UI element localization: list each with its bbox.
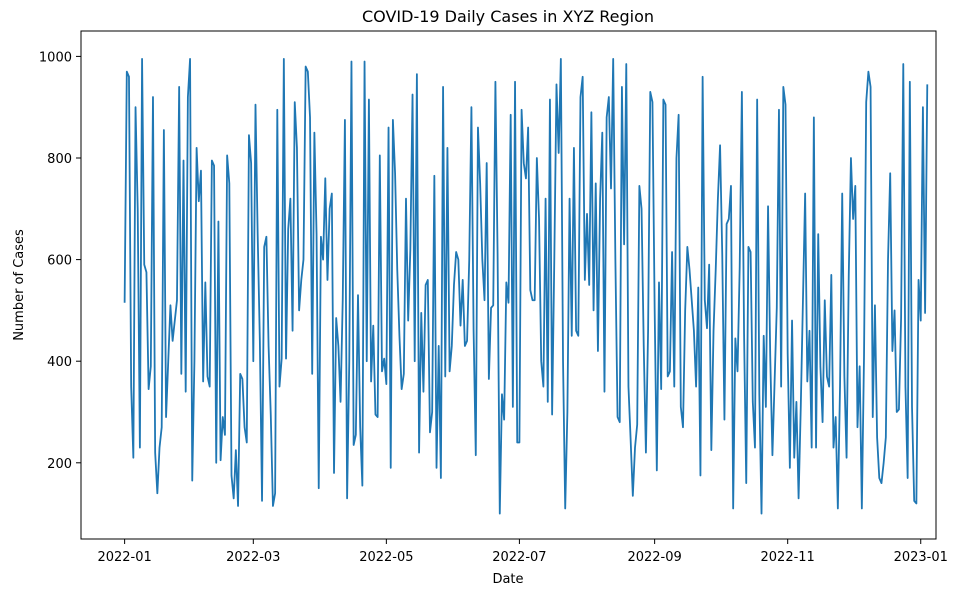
y-tick-label: 1000 [39, 50, 72, 65]
x-tick-label: 2023-01 [894, 550, 948, 565]
x-tick-label: 2022-09 [627, 550, 681, 565]
daily-cases-line [123, 58, 929, 515]
x-tick-label: 2022-01 [97, 550, 151, 565]
x-axis: 2022-01 2022-03 2022-05 2022-07 2022-09 2022-… [97, 539, 948, 565]
y-axis-title: Number of Cases [12, 229, 27, 341]
y-tick-label: 200 [47, 457, 72, 472]
y-tick-label: 400 [47, 355, 72, 370]
x-tick-label: 2022-03 [226, 550, 280, 565]
y-tick-label: 800 [47, 152, 72, 167]
chart-title: COVID-19 Daily Cases in XYZ Region [362, 7, 654, 26]
x-tick-label: 2022-07 [492, 550, 546, 565]
x-tick-label: 2022-11 [761, 550, 815, 565]
y-axis: 200 400 600 800 1000 [39, 50, 81, 472]
y-tick-label: 600 [47, 254, 72, 269]
x-tick-label: 2022-05 [359, 550, 413, 565]
x-axis-title: Date [492, 572, 523, 587]
plot-frame [80, 30, 937, 540]
